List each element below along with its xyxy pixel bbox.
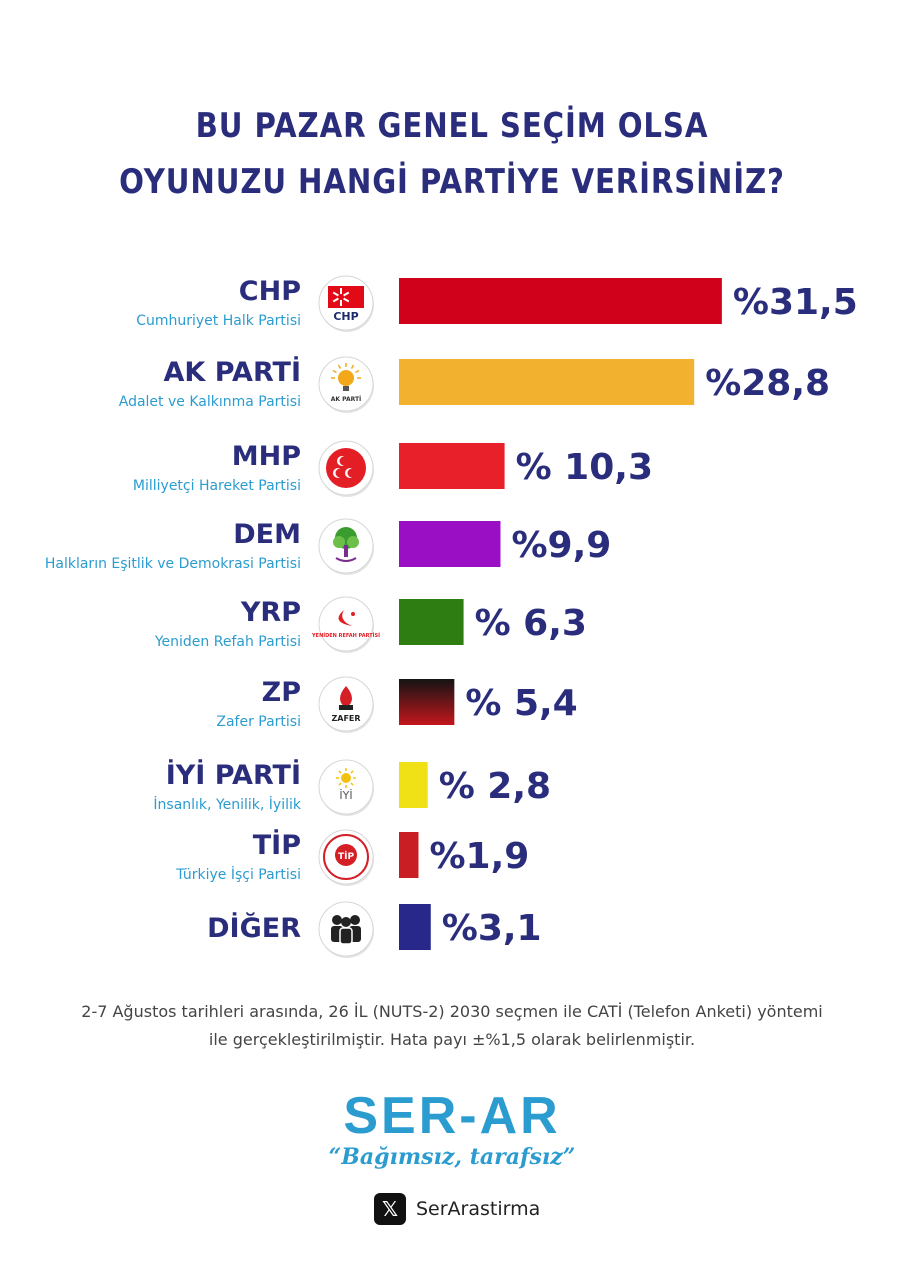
logo-text: CHP: [333, 310, 358, 323]
value-label: % 2,8: [439, 766, 551, 807]
chart-title: BU PAZAR GENEL SEÇİM OLSA OYUNUZU HANGİ …: [63, 98, 840, 210]
logo-text: TİP: [338, 851, 354, 862]
title-line-2: OYUNUZU HANGİ PARTİYE VERİRSİNİZ?: [119, 162, 785, 202]
party-full-name: İnsanlık, Yenilik, İyilik: [153, 795, 301, 813]
survey-note: 2-7 Ağustos tarihleri arasında, 26 İL (N…: [40, 998, 864, 1054]
party-name: YRP: [240, 597, 301, 628]
bar-8: [399, 904, 431, 950]
party-name: MHP: [232, 441, 301, 472]
bar-5: [399, 679, 455, 725]
chp-logo: CHP: [318, 275, 374, 332]
iyi-parti-logo: İYİ: [318, 759, 374, 816]
social-account[interactable]: 𝕏 SerArastirma: [374, 1193, 540, 1225]
value-label: %3,1: [442, 908, 542, 949]
brand-logo: SER-AR: [343, 1087, 561, 1145]
value-label: % 6,3: [475, 603, 587, 644]
bar-7: [399, 832, 419, 878]
party-name: DİĞER: [207, 912, 301, 944]
party-name: ZP: [262, 677, 301, 708]
bar-3: [399, 521, 501, 567]
party-full-name: Zafer Partisi: [216, 714, 301, 730]
bar-4: [399, 599, 464, 645]
party-full-name: Adalet ve Kalkınma Partisi: [119, 394, 301, 410]
bar-chart: CHP Cumhuriyet Halk Partisi CHP %31,5 AK PAR…: [45, 275, 858, 958]
tip-logo: TİP: [318, 829, 374, 886]
note-line-2: ile gerçekleştirilmiştir. Hata payı ±%1,…: [208, 1030, 696, 1049]
x-logo-icon: 𝕏: [374, 1193, 406, 1225]
people-icon: [318, 901, 374, 958]
party-full-name: Türkiye İşçi Partisi: [175, 865, 301, 883]
bar-0: [399, 278, 722, 324]
social-handle: SerArastirma: [416, 1198, 541, 1220]
zp-logo: ZAFER: [318, 676, 374, 733]
yrp-logo: YENİDEN REFAH PARTİSİ: [311, 596, 380, 653]
party-full-name: Halkların Eşitlik ve Demokrasi Partisi: [45, 556, 301, 572]
party-full-name: Milliyetçi Hareket Partisi: [133, 478, 301, 494]
value-label: %9,9: [511, 525, 611, 566]
title-line-1: BU PAZAR GENEL SEÇİM OLSA: [195, 106, 709, 146]
logo-text: İYİ: [339, 789, 352, 802]
note-line-1: 2-7 Ağustos tarihleri arasında, 26 İL (N…: [81, 1002, 823, 1021]
value-label: % 10,3: [516, 447, 653, 488]
party-name: TİP: [253, 829, 301, 861]
bar-1: [399, 359, 695, 405]
mhp-logo: [318, 440, 374, 497]
bar-2: [399, 443, 505, 489]
value-label: % 5,4: [465, 683, 577, 724]
logo-text: YENİDEN REFAH PARTİSİ: [311, 632, 380, 639]
ak-parti-logo: AK PARTİ: [318, 356, 374, 413]
brand-slogan: “Bağımsız, tarafsız”: [328, 1144, 576, 1170]
logo-text: AK PARTİ: [331, 396, 362, 403]
party-name: AK PARTİ: [164, 356, 301, 388]
value-label: %31,5: [733, 282, 858, 323]
party-name: İYİ PARTİ: [166, 759, 301, 791]
value-label: %28,8: [705, 363, 830, 404]
bar-6: [399, 762, 428, 808]
party-name: CHP: [239, 276, 301, 307]
dem-logo: [318, 518, 374, 575]
value-label: %1,9: [429, 836, 529, 877]
party-full-name: Cumhuriyet Halk Partisi: [136, 313, 301, 329]
party-full-name: Yeniden Refah Partisi: [154, 634, 301, 650]
logo-text: ZAFER: [331, 714, 360, 723]
party-name: DEM: [233, 519, 301, 550]
